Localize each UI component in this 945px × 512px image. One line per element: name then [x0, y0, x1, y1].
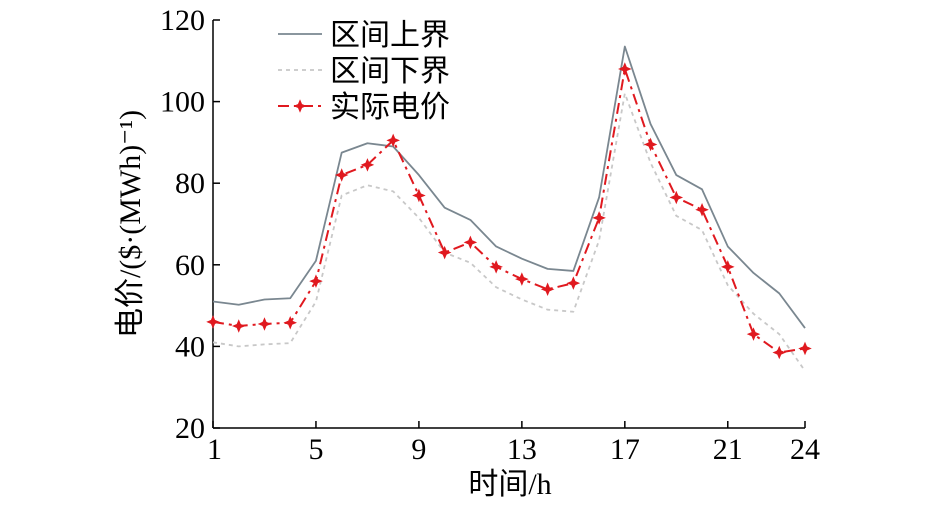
y-tick-label: 80 [175, 167, 205, 200]
data-point [489, 260, 503, 274]
x-tick-label: 5 [308, 433, 323, 466]
y-axis-title: 电价/($·(MWh)⁻¹) [114, 110, 147, 338]
legend-entry: 实际电价 [278, 91, 450, 124]
data-point [540, 282, 555, 297]
data-point [309, 274, 323, 288]
data-point [463, 235, 478, 250]
data-point [437, 245, 452, 260]
legend-entry: 区间上界 [278, 19, 450, 52]
legend-label: 区间下界 [330, 55, 450, 88]
x-tick-label: 13 [507, 433, 537, 466]
series-2 [212, 92, 806, 372]
data-point [231, 319, 246, 333]
data-point [566, 276, 581, 290]
y-tick-label: 40 [175, 330, 205, 363]
legend-marker [293, 99, 307, 113]
x-tick-label: 24 [790, 433, 820, 466]
y-tick-label: 60 [175, 249, 205, 282]
data-point [515, 272, 529, 286]
y-tick-label: 20 [175, 412, 205, 445]
data-point [746, 327, 761, 341]
data-point [721, 260, 735, 274]
series-line [212, 67, 806, 354]
data-point [257, 317, 272, 331]
data-point [412, 188, 426, 203]
data-point [618, 62, 632, 76]
data-point [695, 202, 709, 217]
y-tick-label: 100 [160, 86, 205, 119]
data-point [334, 168, 349, 182]
series-1 [212, 45, 806, 329]
legend-label: 区间上界 [330, 19, 450, 52]
series-line [212, 92, 806, 372]
series-layer [206, 45, 812, 372]
x-tick-label: 21 [713, 433, 743, 466]
axes: 20 40 60 80 100 120 1 5 9 13 17 21 24 [160, 4, 820, 466]
x-axis-title: 时间/h [468, 468, 551, 501]
data-point [360, 158, 375, 172]
series-line [212, 45, 806, 329]
data-point [669, 190, 684, 205]
x-tick-label: 17 [610, 433, 640, 466]
data-point [798, 341, 812, 356]
data-point [772, 345, 787, 360]
y-tick-label: 120 [160, 4, 205, 37]
data-point [643, 137, 658, 152]
data-point [206, 315, 220, 329]
legend-label: 实际电价 [330, 91, 450, 124]
data-point [592, 211, 606, 225]
data-point [283, 315, 297, 330]
data-point [386, 133, 400, 148]
x-tick-label: 1 [207, 433, 222, 466]
legend-entry: 区间下界 [278, 55, 450, 88]
series-3 [206, 62, 812, 360]
x-tick-label: 9 [411, 433, 426, 466]
